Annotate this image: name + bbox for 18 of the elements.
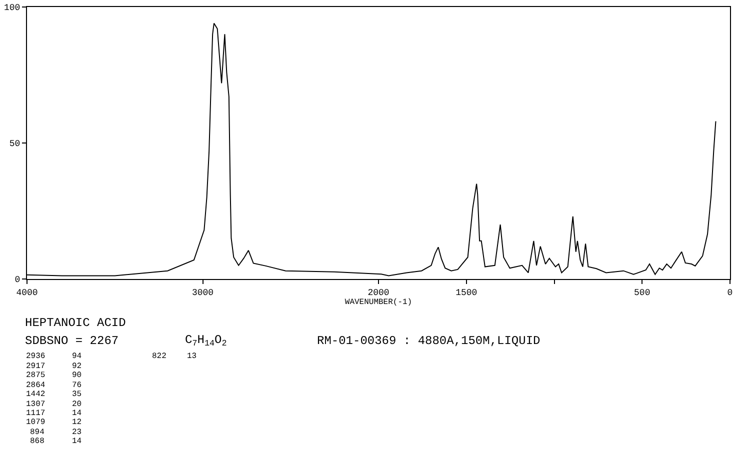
text: HEPTANOIC ACID xyxy=(25,316,126,330)
text: RM-01-00369 : 4880A,150M,LIQUID xyxy=(317,334,540,348)
x-axis-title: WAVENUMBER(-1) xyxy=(344,298,412,307)
x-tick-label: 3000 xyxy=(192,288,214,298)
x-tick-label: 500 xyxy=(634,288,650,298)
text: 13 xyxy=(187,352,197,361)
text: SDBSNO = 2267 xyxy=(25,334,119,348)
x-tick-label: 1500 xyxy=(456,288,478,298)
text: 2936 2917 2875 2864 1442 1307 1117 1079 894 868 xyxy=(26,352,46,446)
text: 94 92 90 76 35 20 14 12 23 14 xyxy=(72,352,82,446)
y-tick-label: 0 xyxy=(14,275,20,286)
text: 822 xyxy=(152,352,167,361)
x-tick-label: 4000 xyxy=(16,288,38,298)
text: C$_{7}$H$_{14}$O$_{2}$ xyxy=(185,333,227,349)
y-tick-label: 100 xyxy=(4,3,20,14)
x-tick-label: 2000 xyxy=(368,288,390,298)
x-tick-label: 0 xyxy=(727,288,733,298)
y-tick-label: 50 xyxy=(9,139,20,150)
